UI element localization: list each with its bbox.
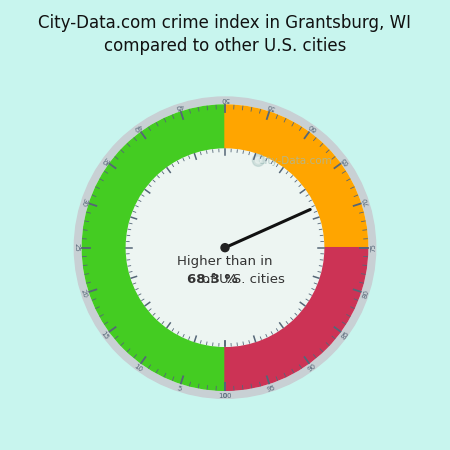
Text: 95: 95 — [266, 385, 276, 393]
Wedge shape — [225, 105, 368, 248]
Circle shape — [82, 105, 368, 390]
Text: Higher than in: Higher than in — [177, 255, 273, 267]
Text: 15: 15 — [100, 330, 110, 340]
Text: 75: 75 — [371, 243, 377, 252]
Wedge shape — [225, 248, 368, 390]
Text: 60: 60 — [307, 122, 318, 132]
Text: 70: 70 — [362, 197, 371, 207]
Text: 30: 30 — [79, 197, 88, 207]
Text: 35: 35 — [100, 155, 110, 166]
Circle shape — [252, 154, 264, 166]
Text: 0: 0 — [223, 393, 227, 399]
Text: 10: 10 — [132, 363, 143, 373]
Text: 20: 20 — [79, 288, 88, 299]
Text: 100: 100 — [218, 393, 232, 399]
Text: 90: 90 — [307, 363, 318, 373]
Text: 5: 5 — [176, 386, 182, 392]
Text: City-Data.com crime index in Grantsburg, WI
compared to other U.S. cities: City-Data.com crime index in Grantsburg,… — [39, 14, 411, 55]
Text: 68.3 %: 68.3 % — [187, 273, 238, 286]
Text: of U.S. cities: of U.S. cities — [202, 273, 284, 286]
Text: 80: 80 — [362, 288, 371, 299]
Circle shape — [256, 158, 261, 163]
Text: 85: 85 — [340, 330, 350, 340]
Text: 55: 55 — [266, 102, 276, 111]
Circle shape — [126, 149, 324, 346]
Text: 50: 50 — [220, 96, 230, 102]
Circle shape — [74, 97, 376, 398]
Text: 65: 65 — [340, 155, 350, 166]
Wedge shape — [82, 105, 225, 390]
Text: 25: 25 — [73, 243, 79, 252]
Text: City-Data.com: City-Data.com — [257, 156, 332, 166]
Circle shape — [221, 243, 229, 252]
Text: 40: 40 — [132, 122, 143, 132]
Text: 45: 45 — [174, 102, 184, 111]
